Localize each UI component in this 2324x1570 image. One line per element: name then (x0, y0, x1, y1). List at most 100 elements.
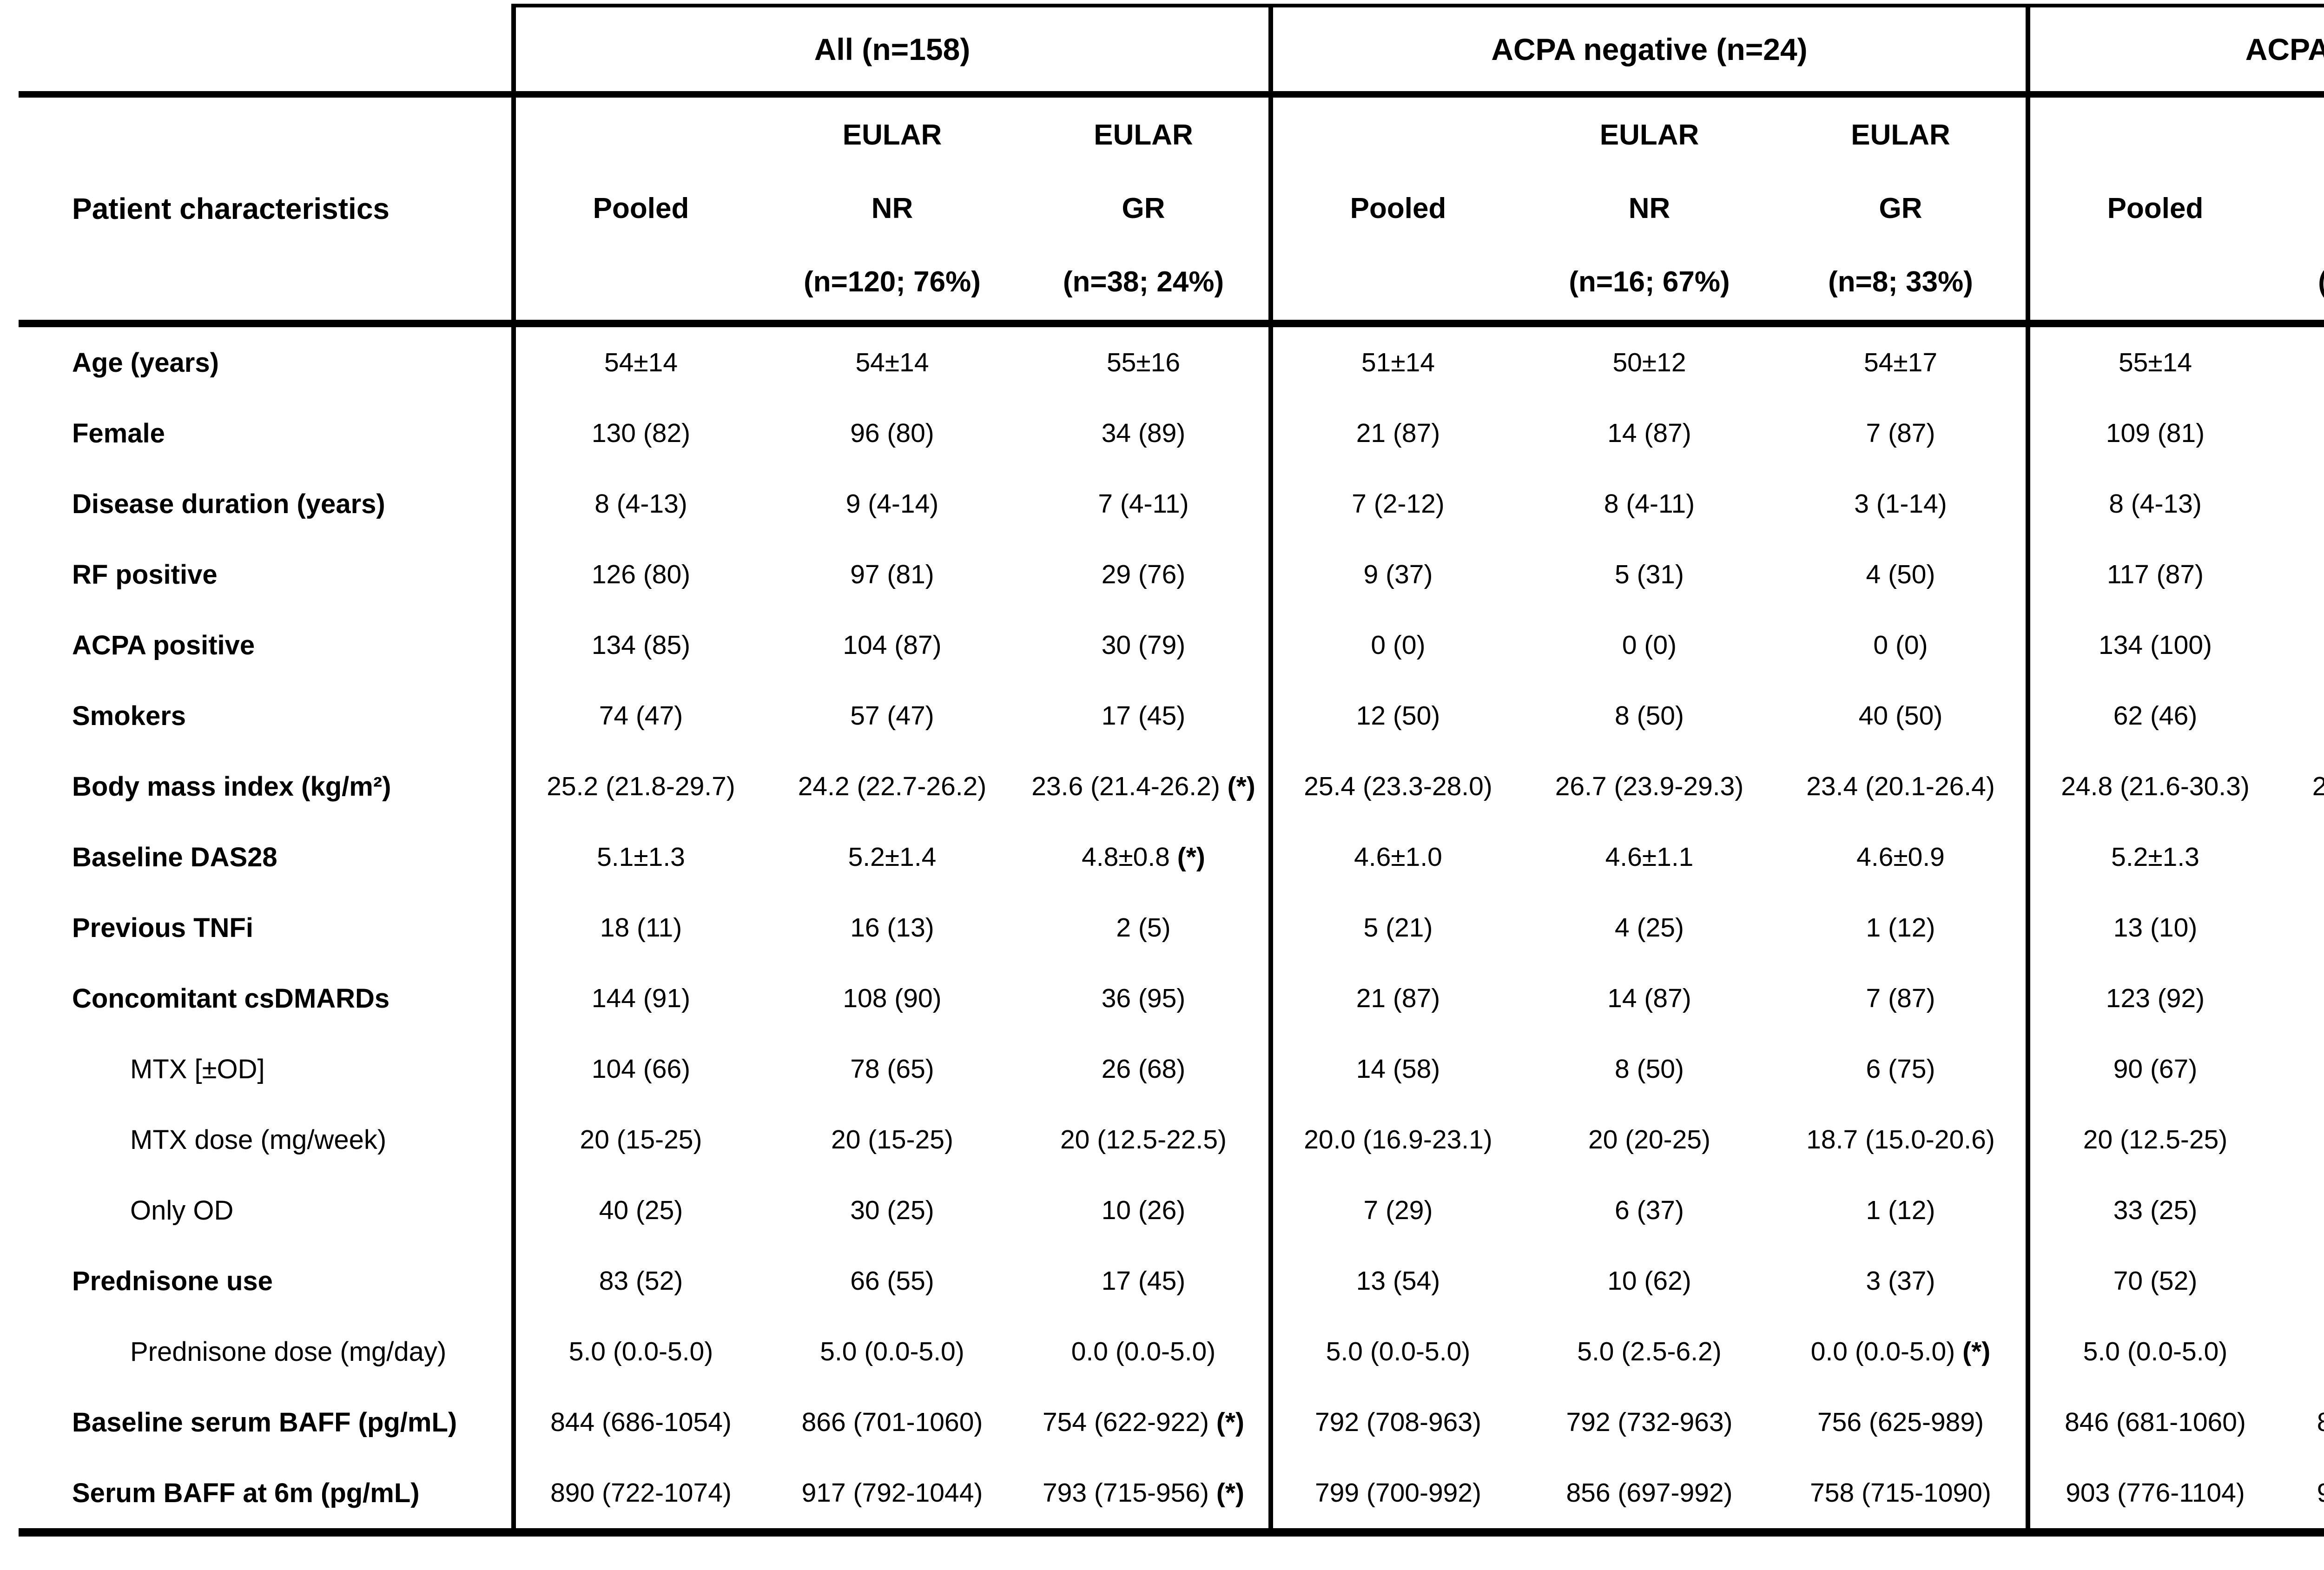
value-cell: 917 (792-1044) (766, 1458, 1018, 1537)
value-cell: 7 (2-12) (1268, 468, 1523, 539)
value-cell: 54±17 (1863, 348, 1938, 377)
value-cell: 29 (76) (1101, 560, 1186, 589)
significance-flag: (*) (1216, 1407, 1245, 1437)
value-cell: 1 (12) (1866, 913, 1935, 943)
table-row: Prednisone use 83 (52) 66 (55) 17 (45) 13 (5… (19, 1246, 2324, 1316)
col-header-all-eular-gr: EULAR GR (n=38; 24%) (1018, 94, 1271, 327)
row-label: Prednisone dose (mg/day) (130, 1336, 447, 1367)
value-cell: 62 (46) (2026, 680, 2281, 751)
value-cell: 51±14 (1268, 323, 1523, 398)
value-cell: 36 (95) (1101, 983, 1186, 1013)
value-cell: 9 (4-14) (845, 489, 939, 519)
value-cell: 5.0 (0.0-5.0) (511, 1316, 766, 1387)
row-label: Body mass index (kg/m²) (72, 771, 391, 802)
value-cell: 83 (52) (511, 1246, 766, 1316)
table-row: Female 130 (82) 96 (80) 34 (89) 21 (87) 14 (8… (19, 398, 2324, 468)
value-cell: 18.7 (15.0-20.6) (1806, 1125, 1995, 1154)
value-cell: 754 (622-922) (*) (1042, 1407, 1245, 1437)
value-cell: 20 (15-25) (2280, 1104, 2324, 1175)
value-cell: 26 (68) (1101, 1054, 1186, 1084)
value-cell: 14 (58) (1268, 1034, 1523, 1104)
value-cell: 78 (65) (850, 1054, 934, 1084)
value-cell: 123 (92) (2026, 963, 2281, 1034)
value-cell: 104 (100) (2280, 610, 2324, 680)
value-cell: 8 (50) (1615, 1054, 1684, 1084)
value-cell: 14 (87) (1607, 983, 1691, 1013)
row-label: Female (72, 418, 165, 449)
significance-flag: (*) (1177, 842, 1205, 872)
value-cell: 21 (87) (1268, 963, 1523, 1034)
value-cell: 94 (90) (2280, 963, 2324, 1034)
value-cell: 4.6±1.0 (1268, 822, 1523, 892)
col-header-all-pooled: Pooled (511, 94, 766, 327)
value-cell: 126 (80) (511, 539, 766, 610)
value-cell: 792 (732-963) (1566, 1407, 1733, 1437)
row-label: Prednisone use (72, 1266, 273, 1296)
value-cell: 5 (21) (1268, 892, 1523, 963)
value-cell: 13 (54) (1268, 1246, 1523, 1316)
row-label: Age (years) (72, 347, 219, 378)
value-cell: 23.6 (21.4-26.2) (*) (1031, 772, 1255, 801)
value-cell: 8 (4-11) (1604, 489, 1695, 519)
value-cell: 866 (701-1060) (801, 1407, 983, 1437)
value-cell: 109 (81) (2026, 398, 2281, 468)
value-cell: 0.0 (0.0-5.0) (1071, 1337, 1216, 1366)
value-cell: 17 (45) (1101, 701, 1186, 731)
col-header-acpaneg-eular-gr: EULAR GR (n=8; 33%) (1776, 94, 2028, 327)
value-cell: 3 (37) (1866, 1266, 1935, 1296)
group-title-acpa-positive: ACPA positive (n=134) (2026, 4, 2324, 98)
value-cell: 104 (66) (511, 1034, 766, 1104)
value-cell: 844 (686-1054) (511, 1387, 766, 1458)
value-cell: 10 (62) (1607, 1266, 1691, 1296)
value-cell: 56 (54) (2280, 1246, 2324, 1316)
value-cell: 792 (708-963) (1268, 1387, 1523, 1458)
row-label: ACPA positive (72, 630, 255, 660)
row-label: MTX dose (mg/week) (130, 1124, 387, 1155)
value-cell: 57 (47) (850, 701, 934, 731)
row-label: Baseline serum BAFF (pg/mL) (72, 1407, 457, 1438)
value-cell: 0 (0) (1873, 630, 1928, 660)
value-cell: 4.6±0.9 (1856, 842, 1945, 872)
value-cell: 876 (684-1120) (2280, 1387, 2324, 1458)
significance-flag: (*) (1227, 772, 1255, 801)
corner-cell (19, 6, 514, 98)
value-cell: 5.0 (2.5-6.2) (1577, 1337, 1722, 1366)
value-cell: 5.0 (0.0-5.0) (820, 1337, 964, 1366)
value-cell: 40 (25) (511, 1175, 766, 1246)
col-header-acpaneg-eular-nr: EULAR NR (n=16; 67%) (1523, 94, 1776, 327)
value-cell: 20 (15-25) (511, 1104, 766, 1175)
table-row: Prednisone dose (mg/day) 5.0 (0.0-5.0) 5.0… (19, 1316, 2324, 1387)
value-cell: 20.0 (16.9-23.1) (1268, 1104, 1523, 1175)
value-cell: 799 (700-992) (1268, 1458, 1523, 1537)
table-row: Age (years) 54±14 54±14 55±16 51±14 50±12 54±1… (19, 323, 2324, 398)
value-cell: 5.2±1.3 (2026, 822, 2281, 892)
value-cell: 92 (88) (2280, 539, 2324, 610)
value-cell: 1 (12) (1866, 1195, 1935, 1225)
value-cell: 2 (5) (1116, 913, 1171, 943)
value-cell: 890 (722-1074) (511, 1458, 766, 1537)
table-row: Serum BAFF at 6m (pg/mL) 890 (722-1074) 91… (19, 1458, 2324, 1537)
value-cell: 90 (67) (2026, 1034, 2281, 1104)
value-cell: 21 (87) (1268, 398, 1523, 468)
value-cell: 9 (4-14) (2280, 468, 2324, 539)
value-cell: 0.0 (0.0-5.0) (*) (1810, 1337, 1991, 1366)
value-cell: 758 (715-1090) (1776, 1458, 2028, 1537)
value-cell: 16 (13) (850, 913, 934, 943)
value-cell: 846 (681-1060) (2026, 1387, 2281, 1458)
value-cell: 33 (25) (2026, 1175, 2281, 1246)
value-cell: 30 (79) (1101, 630, 1186, 660)
value-cell: 4 (50) (1866, 560, 1935, 589)
patient-characteristics-table: All (n=158) ACPA negative (n=24) ACPA po… (19, 4, 2324, 1537)
col-header-acpaneg-pooled: Pooled (1268, 94, 1523, 327)
value-cell: 117 (87) (2026, 539, 2281, 610)
value-cell: 40 (50) (1858, 701, 1943, 731)
value-cell: 5 (31) (1615, 560, 1684, 589)
value-cell: 3 (1-14) (1854, 489, 1947, 519)
value-cell: 0 (0) (1268, 610, 1523, 680)
value-cell: 134 (100) (2026, 610, 2281, 680)
value-cell: 17 (45) (1101, 1266, 1186, 1296)
value-cell: 793 (715-956) (*) (1018, 1458, 1271, 1537)
value-cell: 4.8±0.8 (*) (1082, 842, 1205, 872)
value-cell: 20 (12.5-22.5) (1060, 1125, 1227, 1154)
value-cell: 82 (79) (2280, 398, 2324, 468)
